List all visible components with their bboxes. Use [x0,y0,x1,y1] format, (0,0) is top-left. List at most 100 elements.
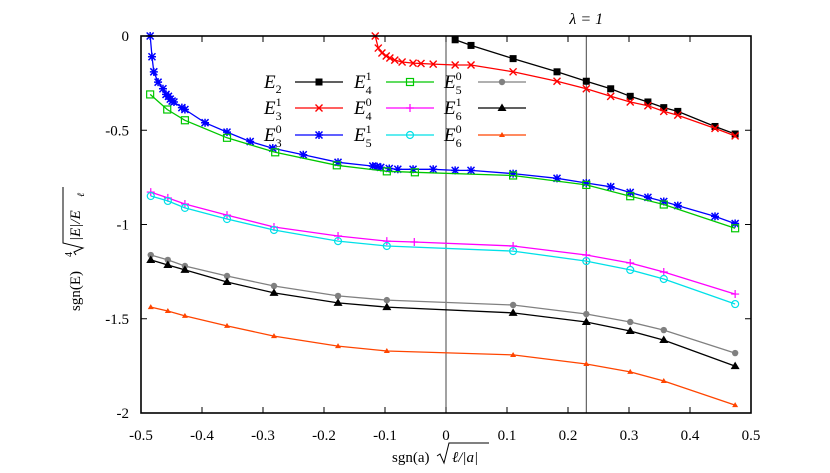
data-point [147,304,154,310]
data-point [509,171,518,180]
series-E61 [146,255,740,370]
legend-entry: E1 5 [353,122,434,150]
y-label-radicand-sub: ℓ [76,193,87,197]
data-point [510,351,517,357]
data-point [180,116,190,125]
y-label-prefix: sgn(E) [68,271,84,311]
data-point [643,101,652,110]
x-tick-label: -0.4 [190,428,214,444]
data-point [710,212,720,221]
data-point [659,268,668,277]
data-point [333,298,343,306]
data-point [582,84,591,93]
x-tick-label: -0.1 [373,428,397,444]
sqrt-sign-icon [436,442,489,465]
x-label-radicand: ℓ/|a| [452,450,478,466]
data-point [429,60,438,69]
data-point [509,241,518,250]
series-E2 [451,36,739,138]
data-point [222,128,232,137]
data-point [268,144,277,153]
data-point [451,61,460,70]
data-point [181,312,188,318]
data-point [660,104,668,112]
data-point [660,326,667,334]
legend-label: E1 3 [263,95,282,123]
data-point [334,292,342,300]
legend-entry: E0 6 [443,122,526,150]
data-point [149,67,158,76]
data-point [606,92,615,101]
y-tick-label: 0 [122,29,130,45]
data-point [164,308,171,314]
data-point [508,308,518,316]
legend-label: E1 6 [443,95,462,123]
data-point [644,98,652,106]
data-point [626,258,635,267]
data-point [393,165,402,174]
x-tick-label: 0.2 [559,428,578,444]
data-point [146,255,156,263]
data-point [509,301,517,309]
data-point [731,290,740,299]
data-point [405,77,415,87]
series-line [150,195,736,305]
data-point [451,166,460,175]
legend-label: E1 5 [353,122,372,150]
data-point [383,347,390,353]
data-point [398,58,407,67]
series-E40 [146,188,740,299]
data-point [643,193,652,202]
data-point [732,402,739,408]
data-point [383,296,391,304]
data-point [552,174,562,183]
data-point [270,333,277,339]
data-point [711,124,720,133]
data-point [164,256,172,264]
series-line [374,35,736,137]
legend-entry: E1 3 [263,95,343,123]
data-point [382,237,391,246]
data-point [271,148,280,157]
legend-label: E0 4 [353,95,372,123]
data-point [201,118,210,127]
series-E50 [147,251,739,357]
data-point [269,288,279,296]
data-point [410,238,419,247]
legend-entry: E1 4 [353,69,434,97]
series-E41 [146,90,740,233]
data-point [382,302,392,311]
data-point [410,168,419,177]
data-point [154,78,163,87]
data-point [374,44,383,53]
x-tick-label: -0.3 [251,428,275,444]
legend-label: E0 3 [263,122,282,150]
y-tick-label: -1 [117,218,130,234]
data-point [224,322,231,328]
data-point [553,68,561,76]
legend-entry: E0 4 [353,95,434,123]
data-point [498,78,506,86]
series-line [149,93,736,229]
data-point [377,48,386,57]
y-axis-label: sgn(E) 4 |E|/E ℓ [62,187,87,311]
legend-entry: E2 [263,72,343,96]
data-point [581,317,591,325]
data-point [180,105,189,114]
data-point [147,52,157,61]
data-point [508,246,518,256]
data-point [607,85,615,93]
data-point [660,377,667,383]
data-point [731,299,740,309]
series-line [150,306,736,406]
series-E30 [146,31,740,228]
series-E31 [371,32,740,140]
data-point [626,92,634,100]
data-point [270,282,278,290]
x-axis-label: sgn(a) ℓ/|a| [392,442,489,466]
legend-entry: E0 3 [263,122,343,150]
data-point [730,361,740,370]
x-tick-label: -0.5 [129,428,153,444]
x-tick-label: 0.4 [681,428,700,444]
